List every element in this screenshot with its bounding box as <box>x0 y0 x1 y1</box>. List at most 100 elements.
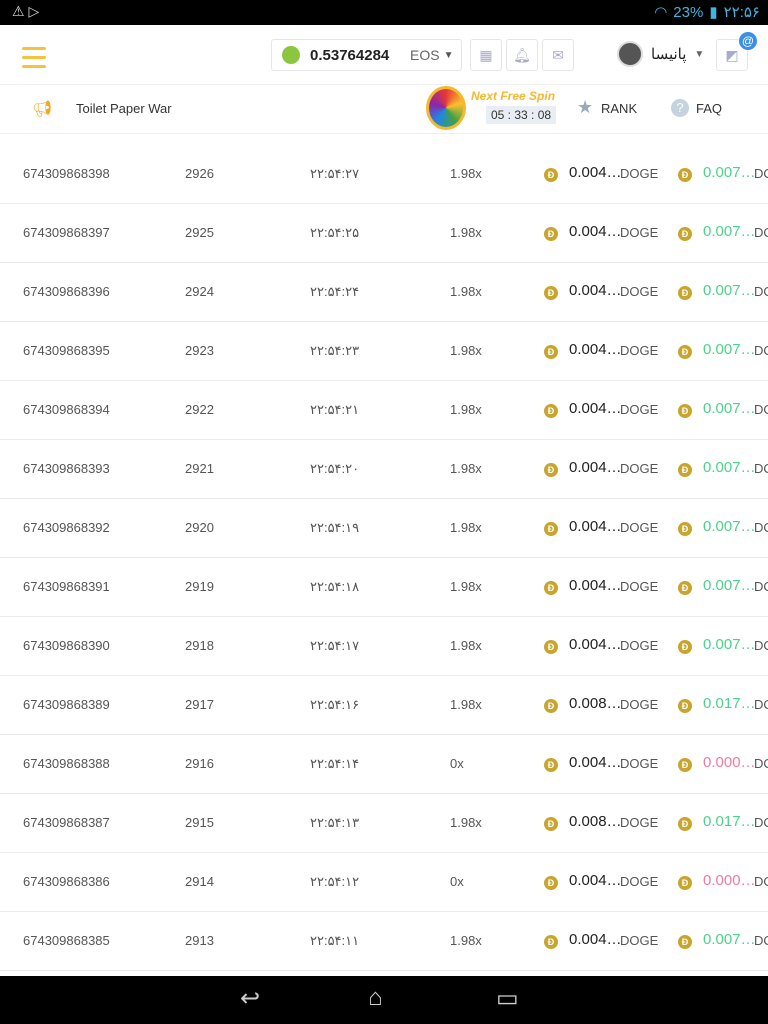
table-row[interactable]: 674309868388 2916 ۲۲:۵۴:۱۴ 0x Ð 0.004… D… <box>0 735 768 794</box>
chat-button[interactable]: ◩ <box>716 39 748 71</box>
menu-icon[interactable] <box>22 47 46 74</box>
bet-id[interactable]: 674309868392 <box>23 520 110 535</box>
payout-amount: 0.017… <box>703 813 756 830</box>
bet-currency: DOGE <box>620 815 659 830</box>
table-row[interactable]: 674309868386 2914 ۲۲:۵۴:۱۲ 0x Ð 0.004… D… <box>0 853 768 912</box>
payout-currency: DO <box>754 579 768 594</box>
payout-amount: 0.007… <box>703 400 756 417</box>
payout-currency: DO <box>754 638 768 653</box>
bet-id[interactable]: 674309868398 <box>23 166 110 181</box>
bet-id[interactable]: 674309868390 <box>23 638 110 653</box>
avatar <box>617 41 643 67</box>
table-row[interactable]: 674309868392 2920 ۲۲:۵۴:۱۹ 1.98x Ð 0.004… <box>0 499 768 558</box>
multiplier: 1.98x <box>450 579 482 594</box>
bet-amount: 0.004… <box>569 518 622 535</box>
bet-id[interactable]: 674309868391 <box>23 579 110 594</box>
payout-amount: 0.017… <box>703 695 756 712</box>
payout-currency: DO <box>754 756 768 771</box>
sub-nav: 📢︎ Toilet Paper War Next Free Spin 05 : … <box>0 86 768 134</box>
multiplier: 1.98x <box>450 933 482 948</box>
table-row[interactable]: 674309868391 2919 ۲۲:۵۴:۱۸ 1.98x Ð 0.004… <box>0 558 768 617</box>
payout-amount: 0.007… <box>703 636 756 653</box>
spin-wheel-icon[interactable] <box>426 86 466 130</box>
balance-selector[interactable]: 0.53764284 EOS ▼ <box>271 39 462 71</box>
bet-currency: DOGE <box>620 461 659 476</box>
doge-coin-icon: Ð <box>678 935 692 949</box>
bet-id[interactable]: 674309868386 <box>23 874 110 889</box>
bet-currency: DOGE <box>620 579 659 594</box>
multiplier: 0x <box>450 756 464 771</box>
bell-button[interactable]: 🔔︎ <box>506 39 538 71</box>
doge-coin-icon: Ð <box>678 286 692 300</box>
bet-amount: 0.004… <box>569 341 622 358</box>
table-row[interactable]: 674309868387 2915 ۲۲:۵۴:۱۳ 1.98x Ð 0.008… <box>0 794 768 853</box>
payout-currency: DO <box>754 933 768 948</box>
multiplier: 1.98x <box>450 638 482 653</box>
wifi-icon: ◠ <box>654 4 668 21</box>
header: 0.53764284 EOS ▼ ▦ 🔔︎ ✉ پانیسا ▼ ◩ @ <box>0 25 768 85</box>
multiplier: 1.98x <box>450 284 482 299</box>
help-icon: ? <box>671 99 689 117</box>
multiplier: 1.98x <box>450 402 482 417</box>
multiplier: 1.98x <box>450 815 482 830</box>
faq-link[interactable]: FAQ <box>696 101 723 116</box>
doge-coin-icon: Ð <box>678 404 692 418</box>
wallet-button[interactable]: ▦ <box>470 39 502 71</box>
table-row[interactable]: 674309868394 2922 ۲۲:۵۴:۲۱ 1.98x Ð 0.004… <box>0 381 768 440</box>
table-row[interactable]: 674309868397 2925 ۲۲:۵۴:۲۵ 1.98x Ð 0.004… <box>0 204 768 263</box>
announcement-link[interactable]: Toilet Paper War <box>76 101 172 116</box>
mail-button[interactable]: ✉ <box>542 39 574 71</box>
bet-time: ۲۲:۵۴:۱۷ <box>310 638 360 653</box>
eos-coin-icon <box>282 46 300 64</box>
battery-icon: ▮ <box>709 4 718 21</box>
multiplier: 1.98x <box>450 343 482 358</box>
table-row[interactable]: 674309868390 2918 ۲۲:۵۴:۱۷ 1.98x Ð 0.004… <box>0 617 768 676</box>
table-row[interactable]: 674309868385 2913 ۲۲:۵۴:۱۱ 1.98x Ð 0.004… <box>0 912 768 971</box>
payout-amount: 0.007… <box>703 341 756 358</box>
home-icon[interactable]: ⌂ <box>368 984 383 1011</box>
bet-number: 2917 <box>185 697 214 712</box>
rank-link[interactable]: RANK <box>601 101 638 116</box>
bet-number: 2919 <box>185 579 214 594</box>
table-row[interactable]: 674309868393 2921 ۲۲:۵۴:۲۰ 1.98x Ð 0.004… <box>0 440 768 499</box>
payout-amount: 0.007… <box>703 223 756 240</box>
doge-coin-icon: Ð <box>678 581 692 595</box>
payout-amount: 0.007… <box>703 577 756 594</box>
bet-id[interactable]: 674309868393 <box>23 461 110 476</box>
bet-id[interactable]: 674309868396 <box>23 284 110 299</box>
bet-id[interactable]: 674309868395 <box>23 343 110 358</box>
bet-amount: 0.004… <box>569 459 622 476</box>
recents-icon[interactable]: ▭ <box>496 985 519 1012</box>
bet-time: ۲۲:۵۴:۱۸ <box>310 579 360 594</box>
status-bar: ⚠ ▷ ◠ 23% ▮ ۲۲:۵۶ <box>0 0 768 25</box>
bet-number: 2915 <box>185 815 214 830</box>
bet-amount: 0.008… <box>569 695 622 712</box>
table-row[interactable]: 674309868398 2926 ۲۲:۵۴:۲۷ 1.98x Ð 0.004… <box>0 145 768 204</box>
table-row[interactable]: 674309868395 2923 ۲۲:۵۴:۲۳ 1.98x Ð 0.004… <box>0 322 768 381</box>
multiplier: 1.98x <box>450 225 482 240</box>
payout-currency: DO <box>754 284 768 299</box>
bet-id[interactable]: 674309868388 <box>23 756 110 771</box>
bet-id[interactable]: 674309868389 <box>23 697 110 712</box>
payout-currency: DO <box>754 697 768 712</box>
table-row[interactable]: 674309868389 2917 ۲۲:۵۴:۱۶ 1.98x Ð 0.008… <box>0 676 768 735</box>
bet-time: ۲۲:۵۴:۲۱ <box>310 402 360 417</box>
mention-badge-icon: @ <box>739 32 757 50</box>
balance-value: 0.53764284 <box>310 46 390 64</box>
doge-coin-icon: Ð <box>544 404 558 418</box>
star-icon: ★ <box>577 97 594 117</box>
doge-coin-icon: Ð <box>678 345 692 359</box>
table-row[interactable]: 674309868396 2924 ۲۲:۵۴:۲۴ 1.98x Ð 0.004… <box>0 263 768 322</box>
user-menu[interactable]: پانیسا ▼ <box>617 41 704 67</box>
back-icon[interactable]: ↩ <box>240 985 261 1012</box>
bet-id[interactable]: 674309868397 <box>23 225 110 240</box>
bet-id[interactable]: 674309868394 <box>23 402 110 417</box>
bet-currency: DOGE <box>620 756 659 771</box>
payout-currency: DO <box>754 225 768 240</box>
doge-coin-icon: Ð <box>544 168 558 182</box>
bet-amount: 0.004… <box>569 223 622 240</box>
doge-coin-icon: Ð <box>544 522 558 536</box>
bet-id[interactable]: 674309868385 <box>23 933 110 948</box>
bet-amount: 0.004… <box>569 164 622 181</box>
bet-id[interactable]: 674309868387 <box>23 815 110 830</box>
